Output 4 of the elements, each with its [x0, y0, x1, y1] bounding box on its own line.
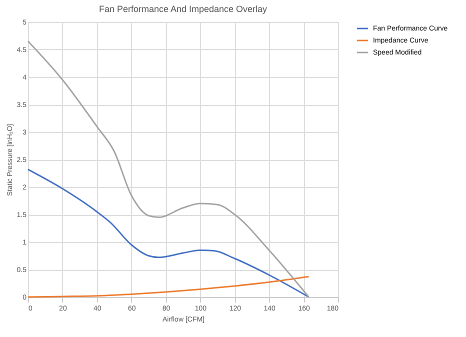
line-series: [27, 276, 310, 298]
line-series: [27, 40, 310, 298]
line-series: [27, 168, 310, 298]
chart-title: Fan Performance And Impedance Overlay: [98, 4, 268, 14]
